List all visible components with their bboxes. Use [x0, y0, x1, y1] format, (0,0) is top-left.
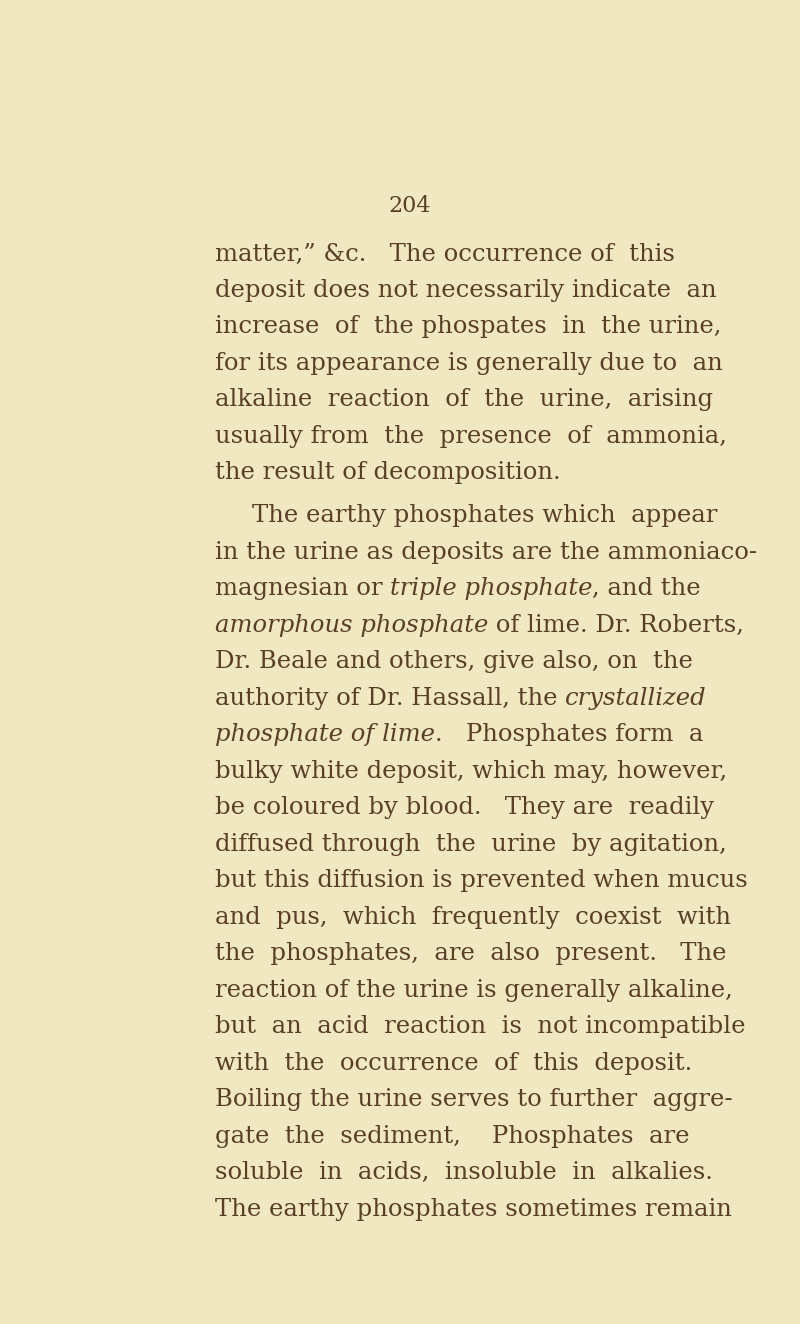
Text: authority of Dr. Hassall, the: authority of Dr. Hassall, the	[214, 687, 565, 710]
Text: alkaline  reaction  of  the  urine,  arising: alkaline reaction of the urine, arising	[214, 388, 713, 412]
Text: but  an  acid  reaction  is  not incompatible: but an acid reaction is not incompatible	[214, 1016, 746, 1038]
Text: but this diffusion is prevented when mucus: but this diffusion is prevented when muc…	[214, 869, 747, 892]
Text: of lime. Dr. Roberts,: of lime. Dr. Roberts,	[488, 613, 744, 637]
Text: deposit does not necessarily indicate  an: deposit does not necessarily indicate an	[214, 279, 716, 302]
Text: Boiling the urine serves to further  aggre-: Boiling the urine serves to further aggr…	[214, 1088, 733, 1111]
Text: amorphous phosphate: amorphous phosphate	[214, 613, 488, 637]
Text: triple phosphate: triple phosphate	[390, 577, 593, 600]
Text: reaction of the urine is generally alkaline,: reaction of the urine is generally alkal…	[214, 978, 733, 1001]
Text: diffused through  the  urine  by agitation,: diffused through the urine by agitation,	[214, 833, 726, 855]
Text: the result of decomposition.: the result of decomposition.	[214, 462, 560, 485]
Text: with  the  occurrence  of  this  deposit.: with the occurrence of this deposit.	[214, 1051, 692, 1075]
Text: , and the: , and the	[593, 577, 701, 600]
Text: Dr. Beale and others, give also, on  the: Dr. Beale and others, give also, on the	[214, 650, 693, 673]
Text: in the urine as deposits are the ammoniaco-: in the urine as deposits are the ammonia…	[214, 540, 757, 564]
Text: phosphate of lime: phosphate of lime	[214, 723, 434, 745]
Text: 204: 204	[389, 195, 431, 217]
Text: bulky white deposit, which may, however,: bulky white deposit, which may, however,	[214, 760, 727, 782]
Text: The earthy phosphates which  appear: The earthy phosphates which appear	[252, 504, 718, 527]
Text: soluble  in  acids,  insoluble  in  alkalies.: soluble in acids, insoluble in alkalies.	[214, 1161, 713, 1184]
Text: matter,” &c.   The occurrence of  this: matter,” &c. The occurrence of this	[214, 242, 674, 266]
Text: The earthy phosphates sometimes remain: The earthy phosphates sometimes remain	[214, 1197, 731, 1221]
Text: and  pus,  which  frequently  coexist  with: and pus, which frequently coexist with	[214, 906, 730, 928]
Text: magnesian or: magnesian or	[214, 577, 390, 600]
Text: usually from  the  presence  of  ammonia,: usually from the presence of ammonia,	[214, 425, 726, 448]
Text: be coloured by blood.   They are  readily: be coloured by blood. They are readily	[214, 796, 714, 820]
Text: gate  the  sediment,    Phosphates  are: gate the sediment, Phosphates are	[214, 1124, 690, 1148]
Text: the  phosphates,  are  also  present.   The: the phosphates, are also present. The	[214, 943, 726, 965]
Text: increase  of  the phospates  in  the urine,: increase of the phospates in the urine,	[214, 315, 721, 339]
Text: .   Phosphates form  a: . Phosphates form a	[434, 723, 703, 745]
Text: for its appearance is generally due to  an: for its appearance is generally due to a…	[214, 352, 722, 375]
Text: crystallized: crystallized	[565, 687, 706, 710]
